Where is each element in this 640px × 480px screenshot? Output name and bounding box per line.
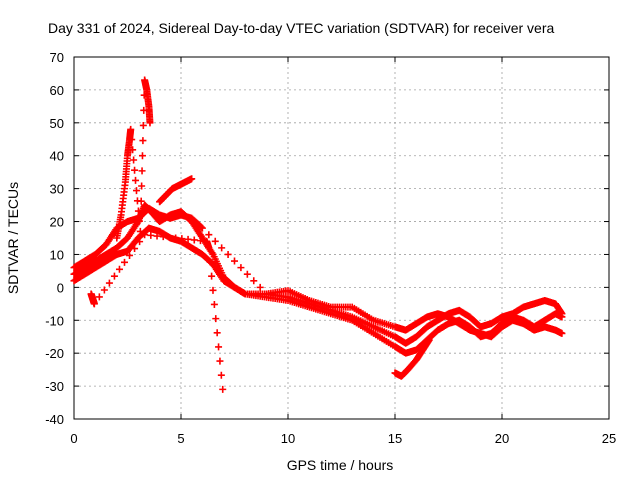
x-axis-label: GPS time / hours [287,457,394,473]
series-arc [156,175,196,206]
y-tick-label: 50 [50,116,64,131]
data-point [211,237,219,245]
data-point [138,152,146,160]
y-tick-label: 30 [50,182,64,197]
data-point [197,223,205,231]
y-tick-label: -10 [45,313,64,328]
data-point [146,119,154,127]
data-point [172,234,180,242]
data-point [243,270,251,278]
data-point [130,156,138,164]
data-point [425,336,433,344]
data-point [95,293,103,301]
y-tick-label: 10 [50,247,64,262]
data-point [159,233,167,241]
data-point [139,137,147,145]
y-tick-label: -30 [45,379,64,394]
data-point [250,277,258,285]
y-axis-ticks: -40 -30 -20 -10 0 10 20 30 40 50 60 70 [45,50,609,427]
x-tick-label: 20 [495,431,509,446]
data-point [218,244,226,252]
data-point [121,258,129,266]
data-point [213,329,221,337]
data-point [216,357,224,365]
data-point [205,244,213,252]
data-point [219,385,227,393]
data-point [215,343,223,351]
data-point [110,272,118,280]
data-point [190,236,198,244]
data-point [132,176,140,184]
x-tick-label: 5 [177,431,184,446]
data-point [115,265,123,273]
data-point [137,212,145,220]
data-point [178,235,186,243]
data-point [90,300,98,308]
data-point [127,125,135,133]
data-point [153,232,161,240]
data-point [138,182,146,190]
data-point [206,258,214,266]
x-axis-ticks: 0 5 10 15 20 25 [70,57,616,446]
y-tick-label: 0 [57,280,64,295]
data-point [129,146,137,154]
y-axis-label: SDTVAR / TECUs [5,182,21,294]
series-spike [113,76,154,242]
data-point [196,237,204,245]
x-tick-label: 10 [281,431,295,446]
data-point [217,371,225,379]
data-point [231,257,238,265]
data-point [147,231,155,239]
data-point [184,235,192,243]
data-point [188,175,196,183]
data-point [135,217,143,225]
data-point [198,224,206,232]
data-point [210,300,218,308]
data-point [100,286,108,294]
y-tick-label: 20 [50,215,64,230]
x-tick-label: 15 [388,431,402,446]
y-tick-label: 40 [50,149,64,164]
x-tick-label: 0 [70,431,77,446]
series-track-a [70,201,566,347]
data-point [209,286,217,294]
data-point [137,197,145,205]
data-point [256,283,264,291]
grid-lines [74,57,609,419]
data-point [139,121,147,129]
plot-frame [73,56,610,420]
x-tick-label: 25 [602,431,616,446]
data-point [138,167,146,175]
y-tick-label: -20 [45,346,64,361]
data-point [208,272,216,280]
data-point [165,233,173,241]
data-point [212,315,220,323]
data-point [131,245,139,253]
data-point [558,313,566,321]
y-tick-label: 60 [50,83,64,98]
y-tick-label: 70 [50,50,64,65]
data-point [205,231,213,239]
data-point [136,238,144,246]
data-point [128,136,136,144]
data-point [558,329,566,337]
data-point [131,166,139,174]
data-point [237,264,245,272]
data-point [141,231,149,239]
data-point [126,251,134,259]
data-point [105,279,113,287]
data-point [136,227,144,235]
data-points [70,76,566,393]
y-tick-label: -40 [45,412,64,427]
series-outliers [87,231,227,393]
data-point [134,207,142,215]
chart-title: Day 331 of 2024, Sidereal Day-to-day VTE… [48,20,554,36]
data-point [132,187,140,195]
series-late-tail [391,336,433,380]
data-point [224,250,232,258]
